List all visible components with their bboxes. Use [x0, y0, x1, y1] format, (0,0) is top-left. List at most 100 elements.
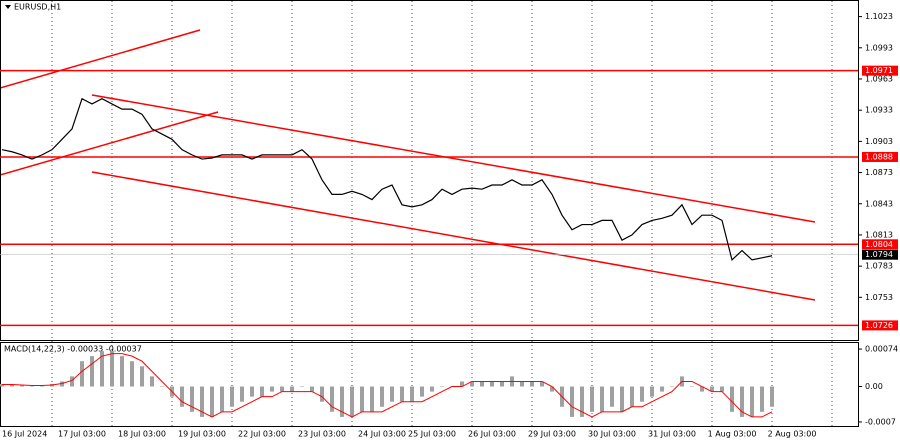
- level-label: 1.0726: [865, 321, 893, 330]
- macd-bar: [690, 386, 694, 388]
- macd-bar: [760, 386, 764, 412]
- vertical-grid: [51, 1, 833, 426]
- level-label-box: [862, 320, 898, 331]
- macd-bar: [230, 386, 234, 407]
- macd-bar: [80, 361, 84, 387]
- chart-title: EURUSD,H1: [14, 3, 61, 12]
- x-tick-label: 2 Aug 03:00: [768, 430, 817, 439]
- macd-bar: [320, 386, 324, 402]
- macd-bar: [250, 386, 254, 397]
- macd-bar: [120, 356, 124, 387]
- level-label-box: [862, 239, 898, 250]
- macd-bar: [750, 386, 754, 417]
- macd-bar: [130, 361, 134, 387]
- y-tick-label: 0.00: [865, 382, 883, 391]
- level-label: 1.0888: [865, 152, 893, 161]
- x-tick-label: 23 Jul 03:00: [298, 430, 346, 439]
- level-label: 1.0804: [865, 240, 893, 249]
- trend-line: [0, 29, 201, 89]
- macd-bar: [220, 386, 224, 412]
- x-tick-label: 17 Jul 03:00: [58, 430, 106, 439]
- macd-bar: [670, 386, 674, 388]
- macd-bar: [280, 386, 284, 392]
- current-price-box: [862, 249, 898, 260]
- x-tick-label: 18 Jul 03:00: [118, 430, 166, 439]
- trend-line: [0, 111, 219, 176]
- y-tick-label: 1.0843: [865, 199, 893, 208]
- x-tick-label: 1 Aug 03:00: [708, 430, 757, 439]
- macd-bar: [590, 386, 594, 412]
- macd-bar: [310, 386, 314, 392]
- macd-bar: [140, 366, 144, 387]
- macd-bar: [540, 381, 544, 387]
- macd-bar: [500, 381, 504, 387]
- macd-bar: [710, 386, 714, 392]
- y-tick-label: -0.0007: [865, 417, 896, 426]
- macd-bar: [20, 385, 24, 387]
- price-line: [1, 97, 773, 262]
- macd-bar: [610, 386, 614, 407]
- y-tick-label: 1.0813: [865, 230, 893, 239]
- macd-bar: [270, 386, 274, 392]
- menu-arrow: [5, 5, 11, 9]
- macd-bar: [490, 381, 494, 387]
- price-frame: [0, 0, 859, 341]
- macd-bar: [630, 386, 634, 407]
- macd-title: MACD(14,22,3) -0.00033 -0.00037: [4, 345, 142, 354]
- macd-bar: [340, 386, 344, 417]
- macd-bar: [150, 376, 154, 387]
- macd-bar: [600, 386, 604, 412]
- x-tick-label: 29 Jul 03:00: [528, 430, 576, 439]
- macd-bar: [90, 356, 94, 387]
- macd-bar: [740, 386, 744, 417]
- macd-bar: [550, 386, 554, 392]
- macd-bar: [160, 386, 164, 388]
- macd-bar: [240, 386, 244, 402]
- macd-bar: [180, 386, 184, 407]
- y-tick-label: 1.0933: [865, 106, 893, 115]
- current-price-label: 1.0794: [865, 250, 893, 259]
- macd-bar: [770, 386, 774, 407]
- macd-bar: [480, 381, 484, 387]
- macd-bar: [620, 386, 624, 412]
- macd-bar: [390, 386, 394, 402]
- x-tick-label: 24 Jul 03:00: [358, 430, 406, 439]
- x-tick-label: 19 Jul 03:00: [178, 430, 226, 439]
- macd-bar: [570, 386, 574, 417]
- x-tick-label: 25 Jul 03:00: [408, 430, 456, 439]
- macd-bar: [380, 386, 384, 407]
- macd-bar: [400, 386, 404, 402]
- macd-bar: [290, 386, 294, 392]
- macd-bar: [580, 386, 584, 417]
- y-tick-label: 1.0903: [865, 137, 893, 146]
- macd-bar: [440, 386, 444, 388]
- x-tick-label: 31 Jul 03:00: [648, 430, 696, 439]
- macd-bar: [420, 386, 424, 397]
- macd-bar: [300, 386, 304, 388]
- macd-bar: [200, 386, 204, 417]
- x-tick-label: 22 Jul 03:00: [238, 430, 286, 439]
- y-tick-label: 1.0993: [865, 43, 893, 52]
- macd-bar: [520, 381, 524, 387]
- y-tick-label: 1.0783: [865, 262, 893, 271]
- macd-bar: [210, 386, 214, 417]
- macd-bar: [40, 385, 44, 387]
- macd-bar: [0, 383, 4, 387]
- macd-bar: [350, 386, 354, 417]
- x-tick-label: 16 Jul 2024: [2, 430, 47, 439]
- macd-bar: [60, 381, 64, 387]
- macd-bar: [260, 386, 264, 397]
- y-tick-label: 1.0753: [865, 293, 893, 302]
- macd-bar: [650, 386, 654, 397]
- macd-bar: [730, 386, 734, 412]
- level-label-box: [862, 65, 898, 76]
- macd-bar: [330, 386, 334, 412]
- macd-bar: [70, 376, 74, 387]
- macd-bar: [360, 386, 364, 412]
- macd-bar: [370, 386, 374, 412]
- y-tick-label: 1.1023: [865, 12, 893, 21]
- macd-bar: [10, 385, 14, 387]
- macd-bar: [470, 381, 474, 387]
- y-tick-label: 1.0963: [865, 74, 893, 83]
